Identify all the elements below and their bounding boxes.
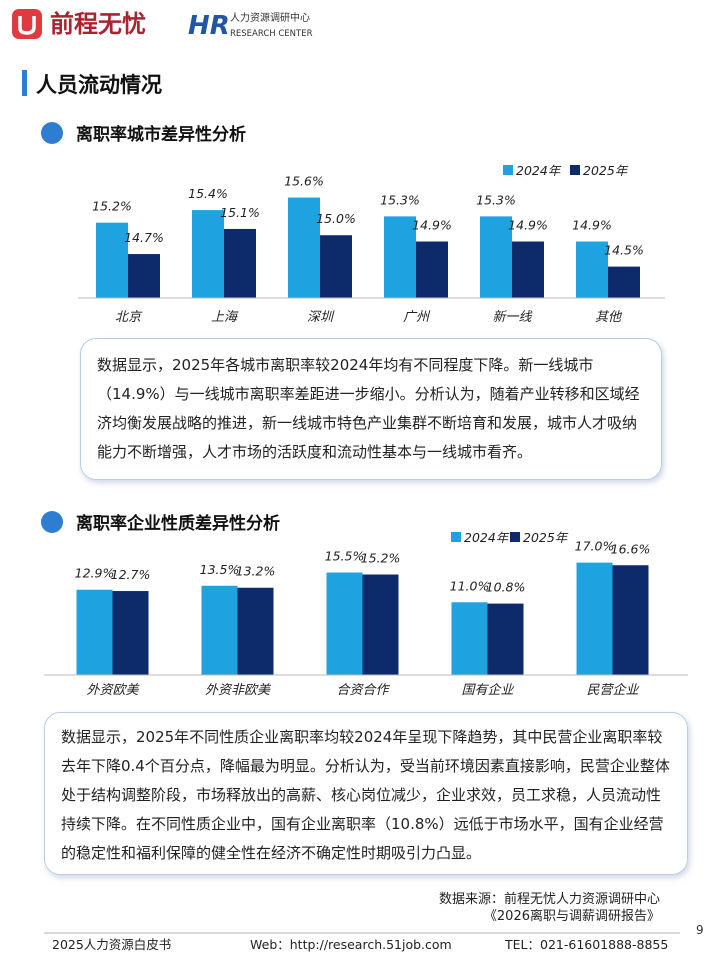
bar [224,228,256,298]
bar [192,210,224,298]
legend-label: 2025年 [583,163,629,178]
legend-label: 2024年 [516,163,562,178]
bar [480,216,512,298]
bar [576,562,613,675]
data-label: 14.9% [572,218,612,233]
bar [416,241,448,298]
bar [288,197,320,298]
bar [487,603,524,675]
data-label: 14.9% [412,218,452,233]
footer-web: Web：http://research.51job.com [250,937,452,952]
bar [237,587,274,675]
data-label: 15.2% [361,551,401,566]
data-label: 16.6% [611,541,651,556]
source-line: 数据来源：前程无忧人力资源调研中心 [439,891,660,907]
source-line: 《2026离职与调薪调研报告》 [484,908,660,924]
bar [512,241,544,298]
x-tick-label: 新一线 [492,310,532,325]
bar [76,589,113,675]
x-tick-label: 民营企业 [586,682,639,698]
bar [362,574,399,675]
x-tick-label: 外资欧美 [86,683,140,698]
legend-swatch [570,165,580,175]
data-label: 11.0% [450,578,490,593]
data-label: 15.3% [380,192,420,207]
data-label: 15.3% [476,192,516,207]
page-number: 9 [696,923,704,937]
x-tick-label: 北京 [115,309,143,325]
data-label: 15.0% [316,211,356,226]
data-label: 14.9% [508,218,548,233]
bullet [41,122,63,144]
x-tick-label: 深圳 [307,310,335,325]
hr-logo: HR [188,11,230,41]
data-label: 15.1% [220,205,260,220]
center-name: 人力资源调研中心 [230,11,310,24]
bar [612,565,649,675]
data-label: 12.9% [75,566,115,581]
data-label: 15.2% [92,199,132,214]
data-label: 17.0% [575,539,615,554]
data-label: 15.4% [188,186,228,201]
x-tick-label: 外资非欧美 [205,683,272,698]
subsection-title: 离职率城市差异性分析 [76,124,246,145]
data-label: 12.7% [111,567,151,582]
data-label: 14.5% [604,243,644,258]
bar [608,266,640,298]
brand-name: 前程无忧 [50,10,146,38]
bar [128,254,160,298]
legend-label: 2024年 [464,530,510,545]
section-title: 人员流动情况 [36,73,162,97]
bar [326,572,363,675]
x-tick-label: 合资合作 [336,683,390,698]
bar [384,216,416,298]
legend-label: 2025年 [523,530,569,545]
data-label: 13.2% [236,564,276,579]
center-name-en: RESEARCH CENTER [230,29,313,39]
bar [96,222,128,298]
bar [112,591,149,675]
data-label: 14.7% [124,230,164,245]
legend-swatch [510,532,520,542]
analysis-box: 数据显示，2025年不同性质企业离职率均较2024年呈现下降趋势，其中民营企业离… [44,712,688,875]
x-tick-label: 上海 [211,310,239,325]
data-label: 15.6% [284,174,324,189]
x-tick-label: 其他 [595,310,623,325]
data-label: 15.5% [325,549,365,564]
footer-title: 2025人力资源白皮书 [52,937,171,952]
footer-tel: TEL：021-61601888-8855 [504,937,668,952]
legend-swatch [451,532,461,542]
brand-icon-glyph [18,16,36,35]
bar [201,585,238,675]
bar [320,235,352,298]
x-tick-label: 广州 [403,310,431,325]
analysis-box: 数据显示，2025年各城市离职率较2024年均有不同程度下降。新一线城市（14.… [80,338,662,480]
bar [451,602,488,675]
subsection-title: 离职率企业性质差异性分析 [76,513,280,534]
section-bar [22,70,27,96]
bullet [41,511,63,533]
x-tick-label: 国有企业 [461,682,514,698]
data-label: 10.8% [486,580,526,595]
bar [576,241,608,298]
data-label: 13.5% [200,562,240,577]
legend-swatch [503,165,513,175]
